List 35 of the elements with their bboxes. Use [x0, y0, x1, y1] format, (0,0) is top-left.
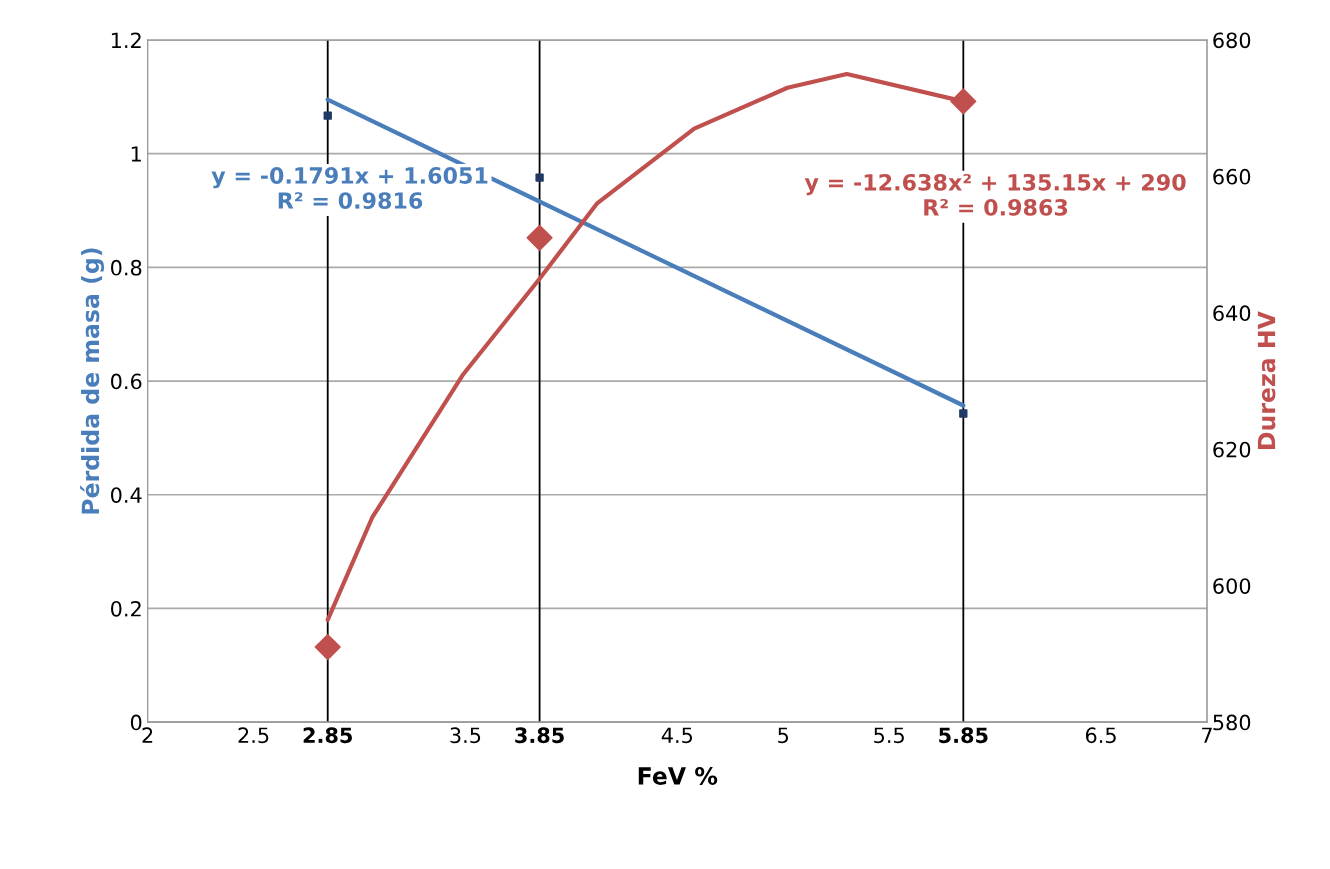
x-tick-label: 2.85	[303, 727, 352, 744]
x-axis-title: FeV %	[638, 767, 718, 785]
point	[950, 88, 977, 115]
x-tick-label: 3.85	[515, 727, 564, 744]
x-tick-label: 2	[142, 727, 153, 743]
y2-tick-label: 580	[1213, 714, 1251, 731]
y-tick-label: 0	[130, 714, 142, 731]
y2-tick-label: 600	[1213, 578, 1251, 594]
y-tick-label: 1.2	[111, 32, 141, 48]
x-tick-label: 2.5	[238, 727, 269, 744]
x-tick-label: 5.85	[939, 727, 988, 744]
x-tick-label: 7	[1202, 727, 1212, 743]
point	[535, 173, 544, 182]
y-tick-label: 0.8	[111, 259, 142, 276]
x-tick-label: 3.5	[450, 727, 481, 744]
y2-axis-title: Dureza HV	[1257, 311, 1276, 449]
annotation: y = -12.638x² + 135.15x + 290 R² = 0.9863	[804, 173, 1186, 216]
y-tick-label: 1	[131, 146, 141, 162]
x-tick-label: 5	[778, 727, 789, 744]
x-tick-label: 4.5	[661, 727, 693, 744]
y-tick-label: 0.2	[111, 600, 141, 617]
y-tick-label: 0.6	[111, 373, 142, 390]
y-tick-label: 0.4	[111, 487, 142, 503]
y2-tick-label: 620	[1213, 441, 1251, 458]
y2-tick-label: 660	[1213, 168, 1251, 185]
x-tick-label: 5.5	[874, 727, 904, 744]
y2-tick-label: 640	[1213, 305, 1251, 322]
point	[314, 633, 341, 661]
x-tick-label: 6.5	[1085, 727, 1116, 744]
annotation: y = -0.1791x + 1.6051 R² = 0.9816	[211, 167, 488, 209]
point	[323, 111, 332, 120]
point	[959, 409, 968, 418]
y-axis-title: Pérdida de masa (g)	[80, 248, 105, 514]
y2-tick-label: 680	[1213, 32, 1251, 49]
point	[526, 224, 553, 251]
